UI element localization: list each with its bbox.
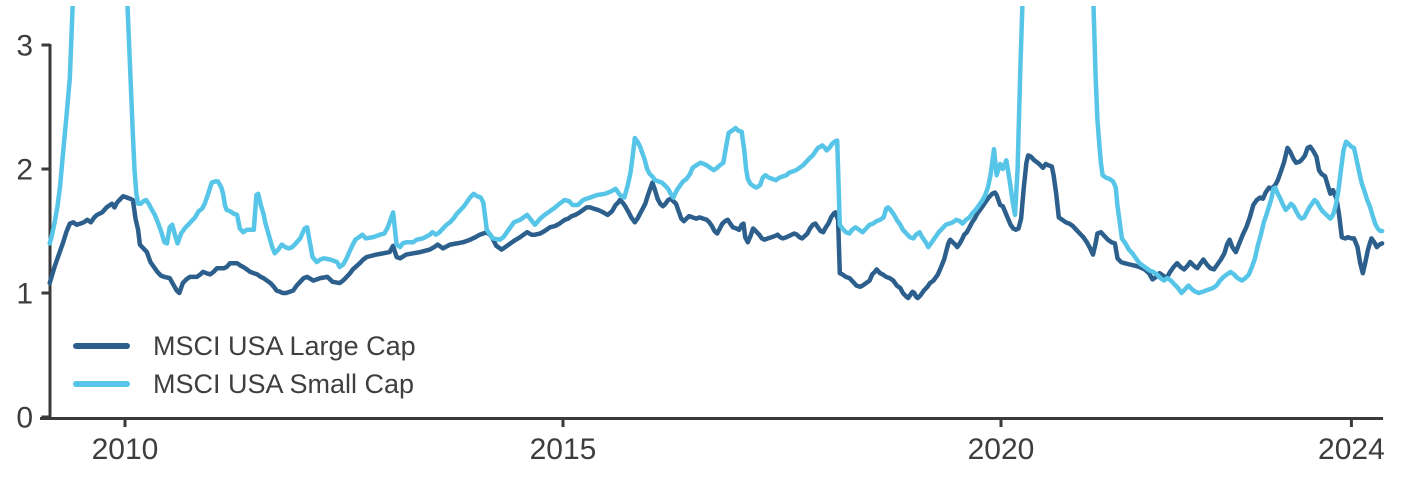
y-tick-label-2: 2	[16, 154, 33, 187]
axis-tick-labels: 0 1 2 3 2010 2015 2020 2024	[16, 30, 1384, 467]
legend-item-small-cap: MSCI USA Small Cap	[73, 365, 416, 403]
legend-label-small-cap: MSCI USA Small Cap	[153, 368, 415, 399]
series-line-large-cap	[47, 144, 1385, 301]
legend-label-large-cap: MSCI USA Large Cap	[153, 330, 416, 361]
y-tick-label-3: 3	[16, 30, 33, 63]
legend-line-small-cap-icon	[73, 381, 130, 387]
x-tick-label-2020: 2020	[968, 433, 1035, 466]
series-line-small-cap	[47, 6, 1385, 296]
x-tick-label-2015: 2015	[530, 433, 597, 466]
axes	[40, 43, 1383, 427]
y-tick-label-1: 1	[16, 278, 33, 311]
data-series	[47, 6, 1385, 301]
y-tick-label-0: 0	[16, 402, 33, 435]
legend-item-large-cap: MSCI USA Large Cap	[73, 327, 416, 365]
x-tick-label-2024: 2024	[1318, 433, 1385, 466]
axis-ticks	[41, 43, 1353, 427]
x-tick-label-2010: 2010	[92, 433, 159, 466]
legend: MSCI USA Large Cap MSCI USA Small Cap	[73, 327, 416, 403]
legend-line-large-cap-icon	[73, 343, 130, 349]
